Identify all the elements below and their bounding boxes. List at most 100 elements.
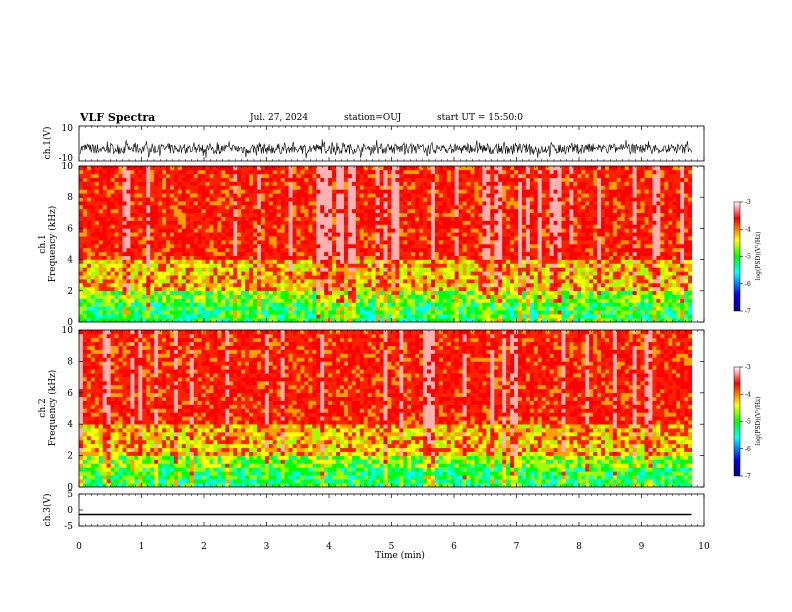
ch1-spectrogram-cell bbox=[490, 251, 495, 256]
ch1-spectrogram-cell bbox=[201, 173, 206, 178]
ch1-spectrogram-cell bbox=[280, 201, 285, 206]
ch1-spectrogram-cell bbox=[284, 189, 289, 194]
ch1-spectrogram-cell bbox=[185, 286, 191, 292]
ch1-spectrogram-cell bbox=[90, 189, 96, 194]
ch1-spectrogram-cell bbox=[229, 205, 234, 210]
ch1-spectrogram-cell bbox=[130, 286, 135, 292]
ch1-spectrogram-cell bbox=[359, 185, 365, 190]
ch1-spectrogram-cell bbox=[106, 166, 111, 171]
ch1-spectrogram-cell bbox=[375, 286, 380, 292]
ch1-spectrogram-cell bbox=[438, 201, 444, 206]
ch1-spectrogram-cell bbox=[411, 177, 416, 182]
ch1-spectrogram-cell bbox=[138, 244, 143, 249]
ch1-spectrogram-cell bbox=[383, 201, 388, 206]
ch1-spectrogram-cell bbox=[280, 228, 285, 233]
ch1-spectrogram-cell bbox=[134, 283, 139, 288]
ch1-spectrogram-cell bbox=[217, 267, 222, 272]
ch1-spectrogram-cell bbox=[486, 263, 491, 268]
ch1-spectrogram-cell bbox=[138, 232, 143, 237]
ch1-spectrogram-cell bbox=[217, 286, 222, 292]
ch1-spectrogram-cell bbox=[387, 251, 392, 256]
ch1-spectrogram-cell bbox=[201, 232, 206, 237]
ch1-spectrogram-cell bbox=[332, 220, 337, 225]
ch1-spectrogram-cell bbox=[146, 220, 151, 225]
ch1-spectrogram-cell bbox=[347, 247, 353, 253]
ch1-spectrogram-cell bbox=[332, 173, 337, 178]
ch1-spectrogram-cell bbox=[434, 216, 440, 221]
ch1-spectrogram-cell bbox=[565, 212, 570, 217]
ch1-spectrogram-cell bbox=[197, 181, 202, 186]
ch1-spectrogram-cell bbox=[343, 236, 349, 241]
ch1-spectrogram-cell bbox=[201, 294, 206, 299]
ch1-spectrogram-cell bbox=[280, 298, 285, 303]
ch1-spectrogram-cell bbox=[336, 267, 341, 272]
ch1-spectrogram-cell bbox=[454, 197, 459, 202]
ch1-spectrogram-cell bbox=[98, 271, 104, 276]
ch1-spectrogram-cell bbox=[533, 173, 539, 178]
ch1-spectrogram-cell bbox=[256, 302, 262, 307]
ch1-spectrogram-cell bbox=[553, 247, 558, 253]
ch1-spectrogram-cell bbox=[375, 259, 380, 264]
ch1-spectrogram-cell bbox=[150, 236, 155, 241]
ch1-spectrogram-cell bbox=[296, 169, 301, 175]
ch1-spectrogram-cell bbox=[82, 283, 88, 288]
ch1-spectrogram-cell bbox=[450, 263, 455, 268]
ch1-spectrogram-cell bbox=[517, 169, 523, 175]
ch1-spectrogram-cell bbox=[177, 181, 183, 186]
ch1-spectrogram-cell bbox=[304, 216, 309, 221]
ch1-spectrogram-cell bbox=[423, 220, 428, 225]
ch1-spectrogram-cell bbox=[130, 228, 135, 233]
ch1-spectrogram-cell bbox=[292, 275, 297, 280]
ch1-spectrogram-cell bbox=[419, 267, 424, 272]
ch1-spectrogram-cell bbox=[130, 302, 135, 307]
ch1-spectrogram-cell bbox=[446, 244, 452, 249]
ch1-spectrogram-cell bbox=[213, 205, 218, 210]
ch1-spectrogram-cell bbox=[106, 177, 111, 182]
ch1-spectrogram-cell bbox=[407, 177, 412, 182]
ch1-spectrogram-cell bbox=[355, 166, 361, 171]
ch1-spectrogram-cell bbox=[541, 177, 546, 182]
ch1-spectrogram-cell bbox=[375, 314, 380, 319]
ch1-spectrogram-cell bbox=[415, 228, 420, 233]
ch1-spectrogram-cell bbox=[280, 259, 285, 264]
ch1-spectrogram-cell bbox=[478, 251, 483, 256]
ch1-spectrogram-cell bbox=[150, 205, 155, 210]
ch1-spectrogram-cell bbox=[118, 290, 123, 295]
ch1-spectrogram-cell bbox=[375, 306, 380, 311]
ch1-spectrogram-cell bbox=[438, 166, 444, 171]
ch1-spectrogram-cell bbox=[514, 267, 519, 272]
ch1-spectrogram-cell bbox=[98, 263, 104, 268]
ch1-spectrogram-cell bbox=[253, 169, 258, 175]
ch1-spectrogram-cell bbox=[146, 244, 151, 249]
ch1-spectrogram-cell bbox=[340, 189, 345, 194]
ch1-spectrogram-cell bbox=[106, 259, 111, 264]
ch1-spectrogram-cell bbox=[537, 236, 543, 241]
ch1-spectrogram-cell bbox=[154, 169, 159, 175]
ch1-spectrogram-cell bbox=[506, 283, 511, 288]
ch1-spectrogram-cell bbox=[130, 259, 135, 264]
ch1-spectrogram-cell bbox=[387, 197, 392, 202]
ch1-spectrogram-cell bbox=[82, 193, 88, 198]
ch1-spectrogram-cell bbox=[395, 247, 400, 253]
ch1-spectrogram-cell bbox=[430, 240, 436, 245]
ch1-spectrogram-cell bbox=[446, 201, 452, 206]
ch1-spectrogram-cell bbox=[446, 283, 452, 288]
ch1-spectrogram-cell bbox=[268, 173, 274, 178]
ch1-spectrogram-cell bbox=[533, 310, 539, 315]
ch1-spectrogram-cell bbox=[276, 244, 281, 249]
ch1-spectrogram-cell bbox=[268, 205, 274, 210]
ch1-spectrogram-cell bbox=[383, 197, 388, 202]
ch1-spectrogram-cell bbox=[351, 247, 357, 253]
ch1-spectrogram-cell bbox=[379, 267, 384, 272]
ch1-spectrogram-cell bbox=[442, 236, 448, 241]
ch1-spectrogram-cell bbox=[177, 314, 183, 319]
ch1-spectrogram-cell bbox=[569, 286, 574, 292]
ch1-spectrogram-cell bbox=[245, 197, 250, 202]
ch1-spectrogram-cell bbox=[351, 216, 357, 221]
ch1-spectrogram-cell bbox=[517, 224, 523, 229]
ch1-spectrogram-cell bbox=[569, 267, 574, 272]
ch1-spectrogram-cell bbox=[221, 244, 226, 249]
ch1-spectrogram-cell bbox=[264, 298, 270, 303]
ch1-spectrogram-cell bbox=[166, 267, 171, 272]
ch1-spectrogram-cell bbox=[521, 310, 527, 315]
